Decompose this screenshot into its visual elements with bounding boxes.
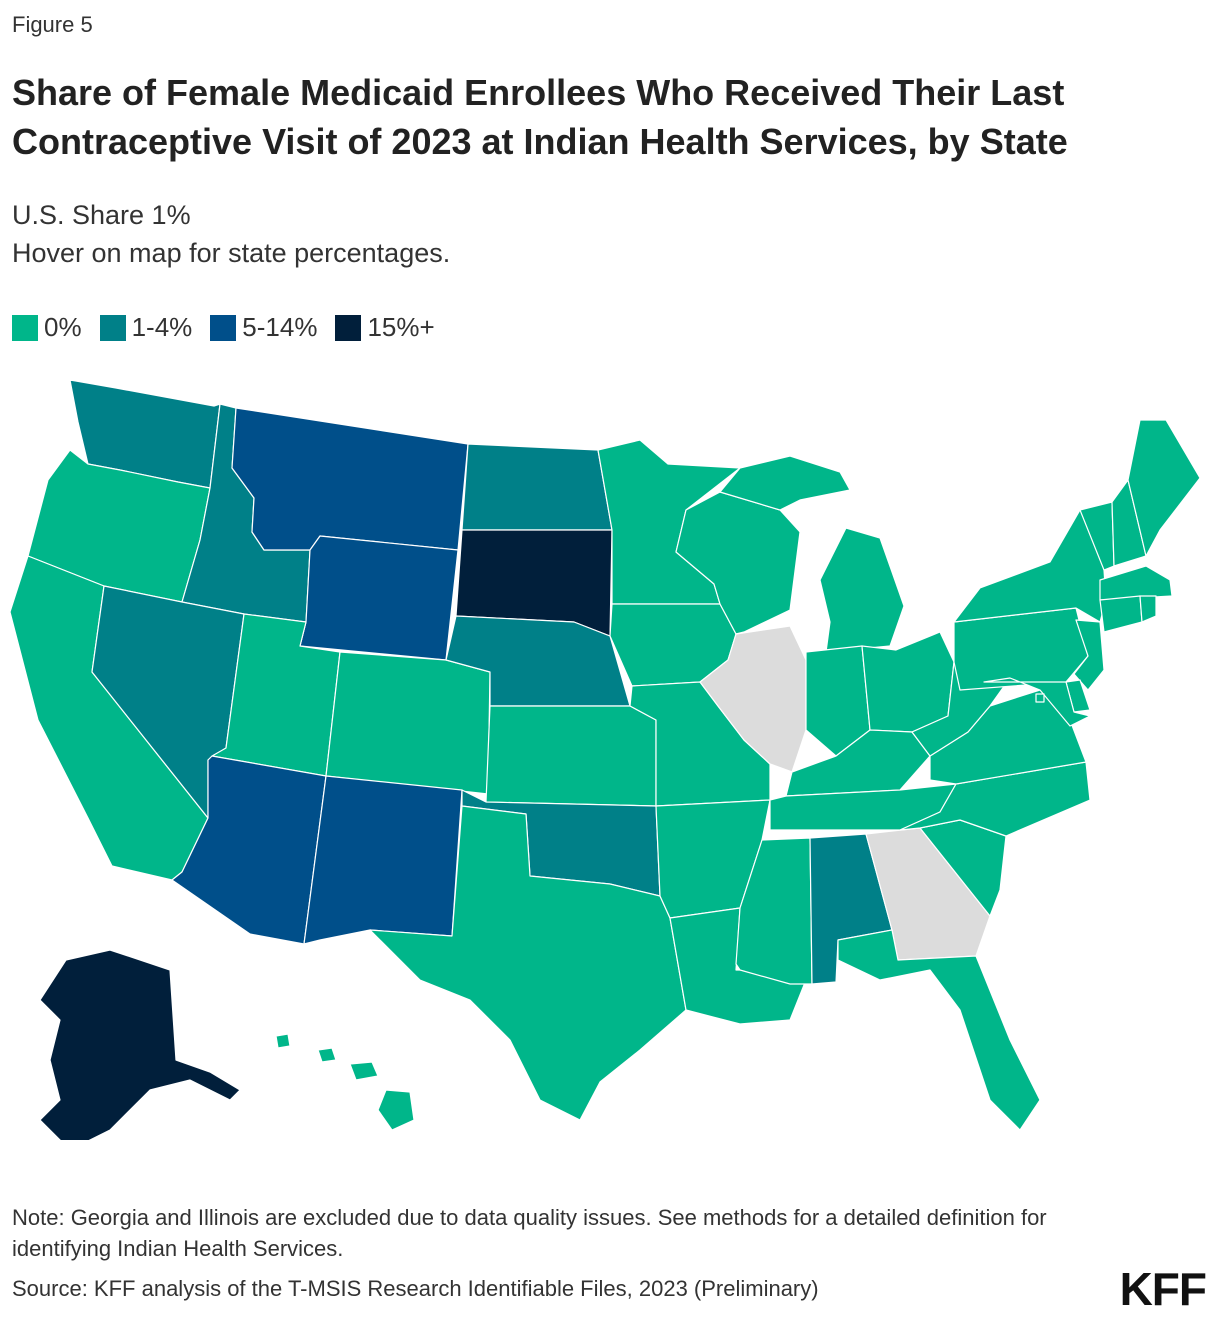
chart-title: Share of Female Medicaid Enrollees Who R… (12, 72, 1068, 162)
legend-swatch (12, 314, 38, 341)
state-ma[interactable] (1099, 565, 1173, 601)
subtitle: U.S. Share 1% Hover on map for state per… (12, 196, 450, 272)
us-state-map (0, 360, 1220, 1140)
footnote: Note: Georgia and Illinois are excluded … (12, 1205, 1047, 1261)
legend-swatch (99, 314, 126, 341)
state-il[interactable] (699, 625, 807, 773)
legend-label: 1-4% (131, 312, 193, 342)
kff-logo: KFF (1119, 1263, 1207, 1315)
state-co[interactable] (325, 651, 491, 795)
state-nj[interactable] (1073, 619, 1105, 691)
state-wy[interactable] (299, 535, 459, 661)
legend-label: 0% (44, 312, 82, 342)
state-ny[interactable] (953, 509, 1107, 623)
legend-item-0: 0% (12, 312, 82, 343)
state-md[interactable] (983, 677, 1091, 727)
state-tx[interactable] (369, 805, 687, 1121)
state-nd[interactable] (461, 443, 613, 531)
legend-item-15plus: 15%+ (335, 312, 435, 343)
source-text: Source: KFF analysis of the T-MSIS Resea… (12, 1276, 819, 1301)
state-ri[interactable] (1139, 595, 1157, 623)
state-nm[interactable] (303, 775, 463, 945)
state-ct[interactable] (1099, 595, 1143, 633)
state-ks[interactable] (485, 705, 657, 807)
state-pa[interactable] (953, 607, 1089, 691)
legend-swatch (210, 314, 237, 341)
state-ky[interactable] (785, 729, 931, 797)
hover-instruction: Hover on map for state percentages. (12, 238, 451, 268)
state-mi[interactable] (719, 455, 905, 653)
us-share-text: U.S. Share 1% (12, 200, 191, 230)
state-dc[interactable] (1035, 693, 1045, 703)
legend-item-1-4: 1-4% (99, 312, 193, 343)
legend-item-5-14: 5-14% (210, 312, 317, 343)
legend: 0% 1-4% 5-14% 15%+ (12, 312, 435, 343)
state-fl[interactable] (837, 929, 1041, 1131)
state-mt[interactable] (231, 407, 469, 551)
legend-swatch (335, 314, 362, 341)
legend-label: 15%+ (367, 312, 435, 342)
figure-label: Figure 5 (12, 12, 93, 37)
legend-label: 5-14% (242, 312, 318, 342)
state-hi[interactable] (275, 1033, 415, 1131)
state-me[interactable] (1127, 419, 1201, 557)
state-ak[interactable] (39, 949, 241, 1140)
